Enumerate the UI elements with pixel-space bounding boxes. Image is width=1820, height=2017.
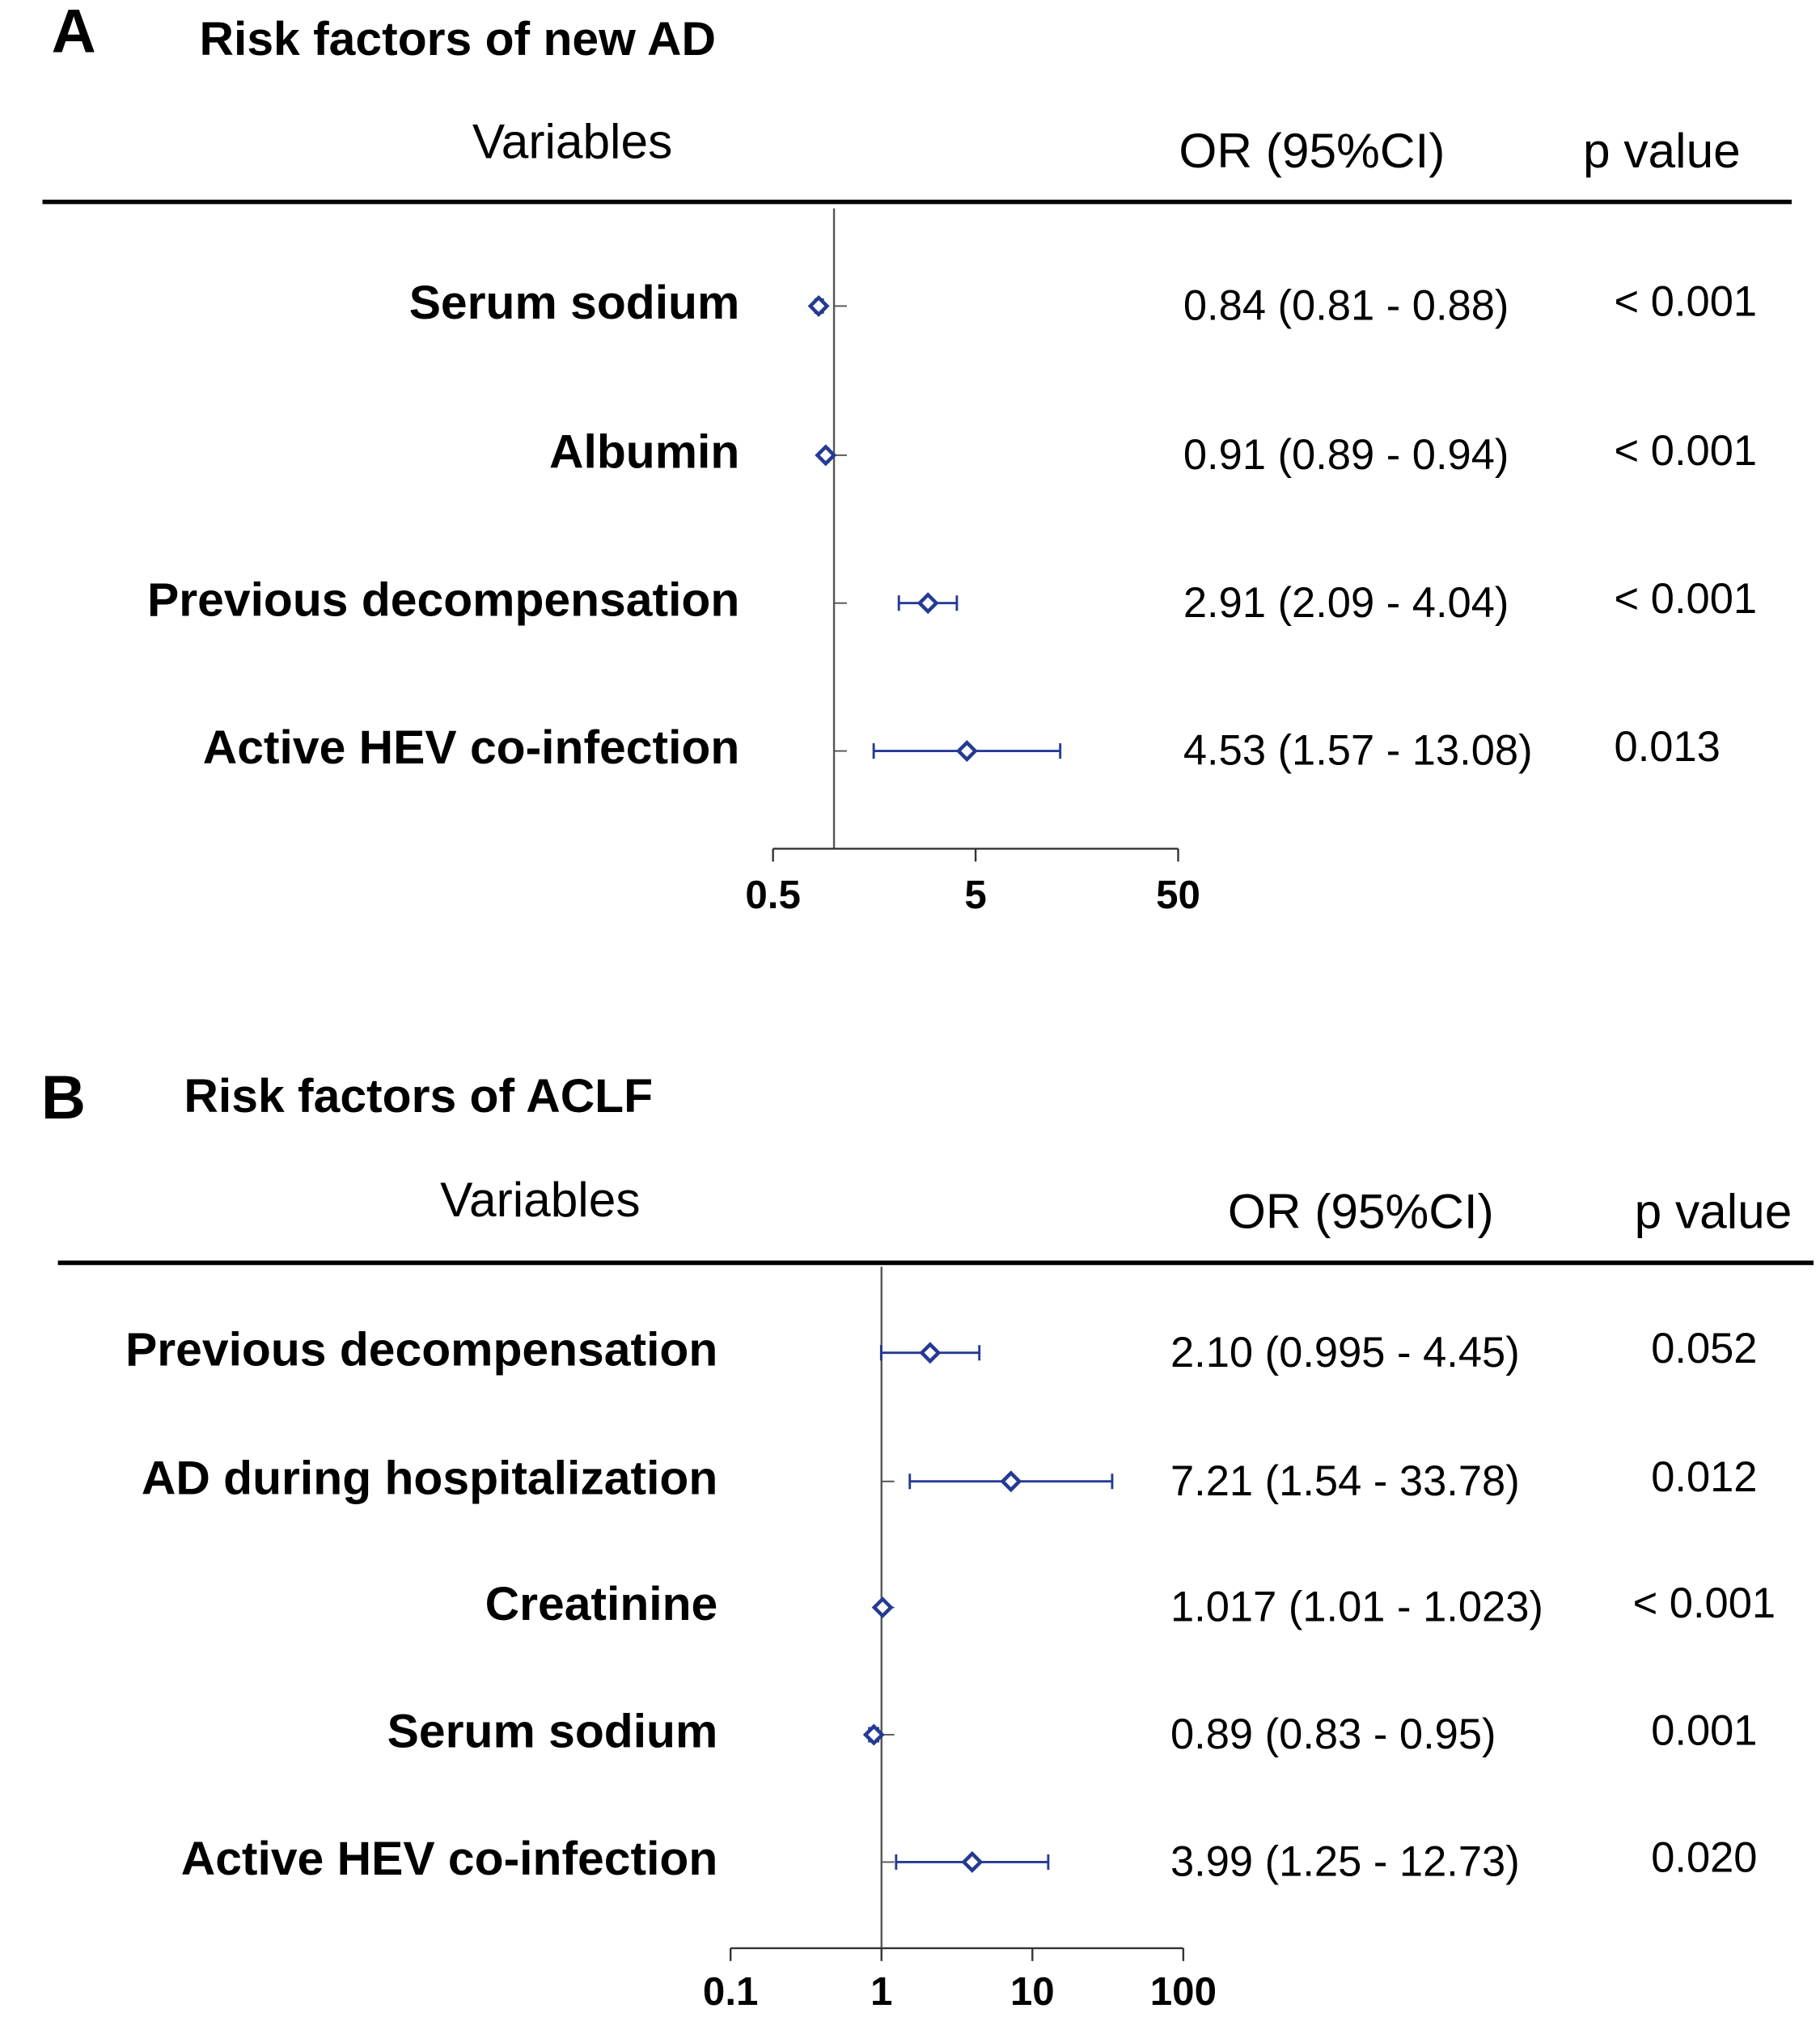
p-value: 0.001 xyxy=(1651,1707,1757,1754)
p-value: < 0.001 xyxy=(1615,576,1758,623)
x-tick-label: 0.5 xyxy=(745,873,801,917)
panel-title: Risk factors of ACLF xyxy=(184,1070,653,1123)
or-ci-label: 2.91 (2.09 - 4.04) xyxy=(1183,580,1509,627)
or-ci-label: 0.91 (0.89 - 0.94) xyxy=(1183,432,1509,479)
column-header: Variables xyxy=(440,1172,640,1227)
p-value: < 0.001 xyxy=(1615,428,1758,475)
row-label: Active HEV co-infection xyxy=(203,721,740,774)
p-value: < 0.001 xyxy=(1615,279,1758,326)
or-ci-label: 2.10 (0.995 - 4.45) xyxy=(1170,1330,1520,1376)
x-tick-label: 1 xyxy=(870,1969,892,2014)
panel-label: A xyxy=(52,0,96,66)
p-value: 0.052 xyxy=(1651,1326,1757,1372)
p-value: 0.012 xyxy=(1651,1454,1757,1501)
p-value: 0.020 xyxy=(1651,1835,1757,1882)
or-marker xyxy=(871,1596,894,1619)
column-header: Variables xyxy=(472,114,672,169)
or-ci-label: 0.84 (0.81 - 0.88) xyxy=(1183,282,1509,329)
or-marker xyxy=(807,294,830,317)
panel-label: B xyxy=(41,1063,86,1132)
or-ci-label: 4.53 (1.57 - 13.08) xyxy=(1183,728,1533,775)
or-marker xyxy=(961,1850,984,1873)
or-ci-label: 3.99 (1.25 - 12.73) xyxy=(1170,1838,1520,1885)
or-marker xyxy=(919,1342,942,1364)
row-label: Previous decompensation xyxy=(147,573,739,626)
column-header: OR (95%CI) xyxy=(1179,123,1445,178)
or-marker xyxy=(862,1723,885,1746)
p-value: 0.013 xyxy=(1615,724,1721,771)
or-marker xyxy=(1000,1470,1022,1493)
row-label: AD during hospitalization xyxy=(142,1452,717,1504)
x-tick-label: 100 xyxy=(1150,1969,1217,2014)
row-label: Albumin xyxy=(549,425,739,478)
x-tick-label: 10 xyxy=(1010,1969,1055,2014)
row-label: Creatinine xyxy=(485,1578,718,1630)
x-tick-label: 5 xyxy=(964,873,986,917)
row-label: Serum sodium xyxy=(409,277,740,329)
p-value: < 0.001 xyxy=(1633,1580,1776,1627)
or-ci-label: 0.89 (0.83 - 0.95) xyxy=(1170,1711,1496,1758)
column-header: p value xyxy=(1635,1184,1792,1239)
x-tick-label: 50 xyxy=(1156,873,1200,917)
or-marker xyxy=(815,444,837,467)
row-label: Serum sodium xyxy=(387,1706,718,1758)
or-marker xyxy=(916,592,939,615)
panel-title: Risk factors of new AD xyxy=(199,13,716,66)
or-ci-label: 1.017 (1.01 - 1.023) xyxy=(1170,1584,1543,1631)
or-ci-label: 7.21 (1.54 - 33.78) xyxy=(1170,1458,1520,1505)
or-marker xyxy=(955,740,978,763)
column-header: p value xyxy=(1583,123,1741,178)
row-label: Previous decompensation xyxy=(125,1323,717,1376)
column-header: OR (95%CI) xyxy=(1228,1184,1494,1239)
x-tick-label: 0.1 xyxy=(703,1969,759,2014)
row-label: Active HEV co-infection xyxy=(181,1833,718,1885)
